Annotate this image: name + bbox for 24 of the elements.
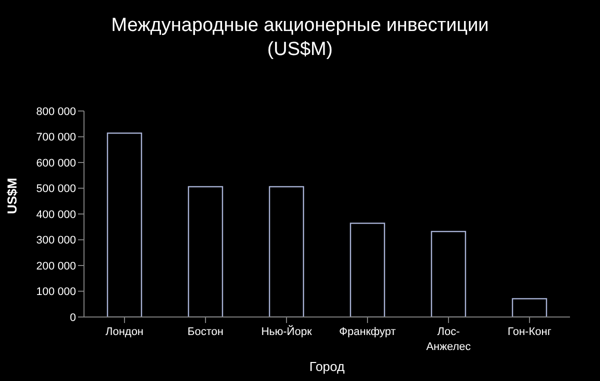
y-axis-title: US$M [4,178,20,214]
chart-title: Международные акционерные инвестиции (US$M) [110,14,490,62]
y-tick-label: 100 000 [36,286,76,298]
x-tick-label: Лос-Анжелес [426,326,472,353]
bar [430,230,466,317]
bar [268,186,304,317]
y-tick-label: 300 000 [36,234,76,247]
x-tick-label: Лондон [105,326,144,338]
bar [512,298,548,317]
bar [106,132,142,317]
bar [188,186,224,317]
x-tick-label: Нью-Йорк [261,325,312,338]
x-tick-label: Гон-Конг [508,326,552,338]
y-tick-label: 0 [70,312,76,324]
y-tick-label: 700 000 [36,132,76,144]
y-tick-label: 600 000 [36,157,76,170]
y-tick-label: 500 000 [36,183,76,196]
bar [350,222,386,317]
x-tick-label: Франкфурт [339,326,396,338]
y-tick-label: 400 000 [36,208,76,221]
x-tick-label: Бостон [188,326,224,338]
x-axis-title: Город [309,359,345,374]
y-tick-label: 200 000 [36,260,76,272]
y-tick-label: 800 000 [36,106,76,118]
